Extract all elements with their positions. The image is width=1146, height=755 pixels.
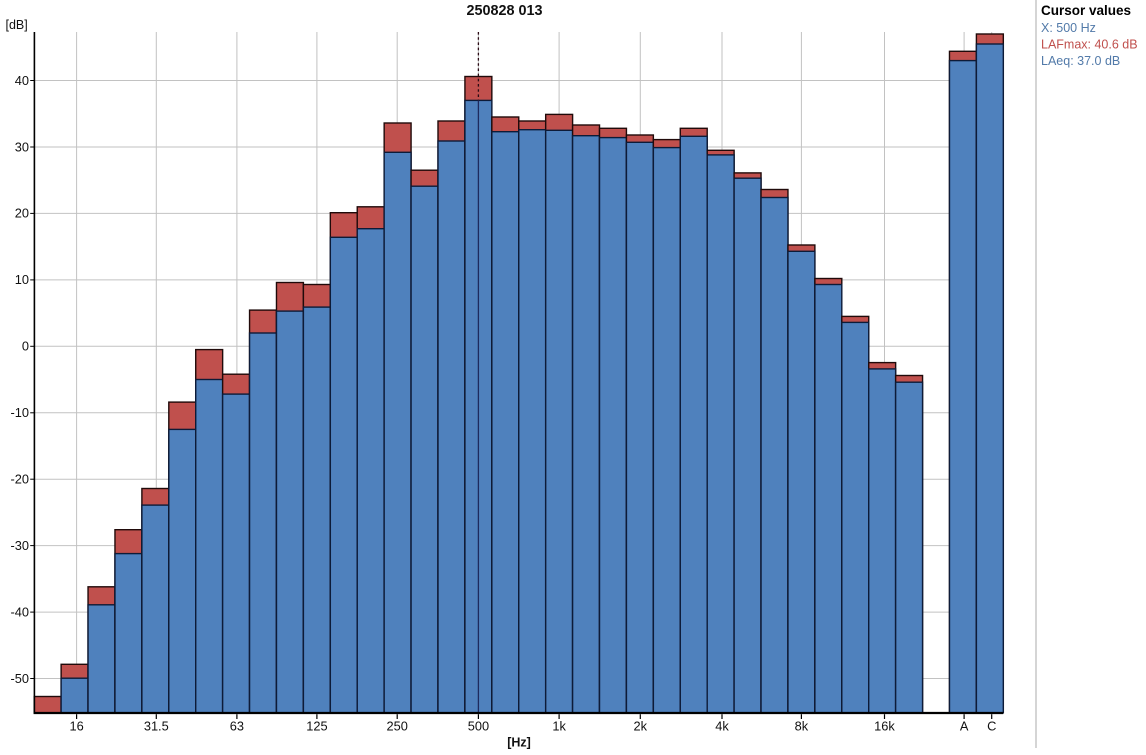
svg-text:40: 40 (15, 73, 29, 88)
svg-text:4k: 4k (715, 719, 729, 734)
svg-text:16k: 16k (874, 719, 895, 734)
svg-text:0: 0 (22, 339, 29, 354)
svg-text:-10: -10 (11, 405, 30, 420)
svg-text:31.5: 31.5 (144, 719, 169, 734)
svg-text:LAFmax: 40.6 dB: LAFmax: 40.6 dB (1041, 37, 1138, 51)
svg-text:8k: 8k (795, 719, 809, 734)
svg-text:1k: 1k (552, 719, 566, 734)
svg-text:125: 125 (306, 719, 327, 734)
svg-text:X: 500 Hz: X: 500 Hz (1041, 21, 1096, 35)
svg-text:30: 30 (15, 139, 29, 154)
svg-text:Cursor values: Cursor values (1041, 3, 1131, 18)
svg-text:-30: -30 (11, 538, 30, 553)
svg-text:16: 16 (69, 719, 83, 734)
svg-text:10: 10 (15, 272, 29, 287)
svg-text:-50: -50 (11, 671, 30, 686)
svg-text:LAeq: 37.0 dB: LAeq: 37.0 dB (1041, 54, 1120, 68)
svg-text:2k: 2k (634, 719, 648, 734)
svg-text:63: 63 (230, 719, 244, 734)
svg-text:250828 013: 250828 013 (466, 3, 542, 19)
svg-text:250: 250 (387, 719, 408, 734)
svg-text:C: C (987, 719, 996, 734)
svg-text:-40: -40 (11, 604, 30, 619)
svg-text:[dB]: [dB] (6, 18, 28, 32)
svg-text:20: 20 (15, 206, 29, 221)
svg-text:500: 500 (468, 719, 489, 734)
svg-text:-20: -20 (11, 472, 30, 487)
svg-text:[Hz]: [Hz] (507, 736, 531, 750)
svg-text:A: A (960, 719, 969, 734)
